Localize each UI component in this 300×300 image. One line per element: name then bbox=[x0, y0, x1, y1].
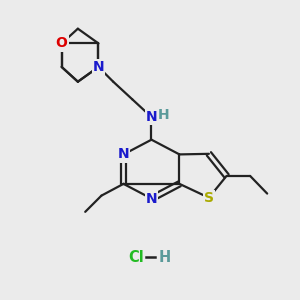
Text: N: N bbox=[146, 192, 157, 206]
Text: N: N bbox=[118, 147, 129, 161]
Text: N: N bbox=[93, 60, 104, 74]
Text: Cl: Cl bbox=[128, 250, 144, 265]
Text: N: N bbox=[146, 110, 157, 124]
Text: O: O bbox=[56, 36, 68, 50]
Text: H: H bbox=[158, 108, 170, 122]
Text: H: H bbox=[159, 250, 171, 265]
Text: S: S bbox=[204, 191, 214, 205]
